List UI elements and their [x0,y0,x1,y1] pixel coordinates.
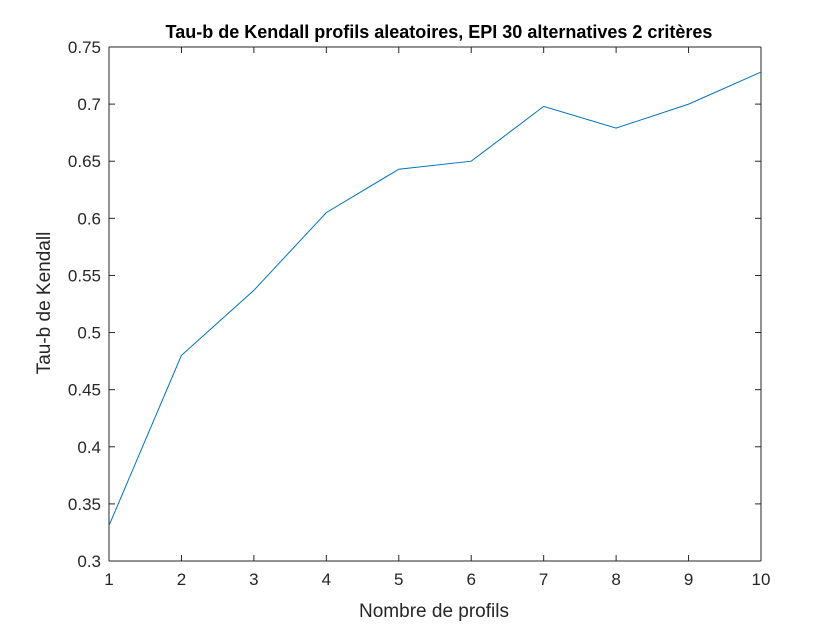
y-tick-label: 0.45 [68,381,101,400]
x-tick-label: 10 [752,570,771,589]
y-tick-label: 0.35 [68,495,101,514]
x-tick-label: 9 [684,570,693,589]
y-tick-label: 0.65 [68,152,101,171]
y-axis-label: Tau-b de Kendall [34,232,55,375]
x-axis-label: Nombre de profils [359,601,509,622]
y-tick-label: 0.55 [68,266,101,285]
y-tick-label: 0.6 [77,209,101,228]
chart-title: Tau-b de Kendall profils aleatoires, EPI… [166,22,713,42]
x-tick-label: 5 [394,570,403,589]
x-tick-label: 6 [466,570,475,589]
series-line [108,71,762,526]
x-tick-label: 2 [177,570,186,589]
x-tick-label: 4 [322,570,331,589]
y-tick-label: 0.5 [77,324,101,343]
x-tick-label: 8 [611,570,620,589]
y-tick-label: 0.7 [77,95,101,114]
x-tick-label: 1 [104,570,113,589]
y-tick-label: 0.75 [68,38,101,57]
x-tick-label: 7 [539,570,548,589]
x-tick-label: 3 [249,570,258,589]
plot-area: 1 2 3 4 5 6 7 8 9 10 0.3 0.35 0.4 0.45 0.5 0.55 0.6 0.65 0… [68,38,771,589]
y-tick-label: 0.4 [77,438,101,457]
y-tick-label: 0.3 [77,552,101,571]
